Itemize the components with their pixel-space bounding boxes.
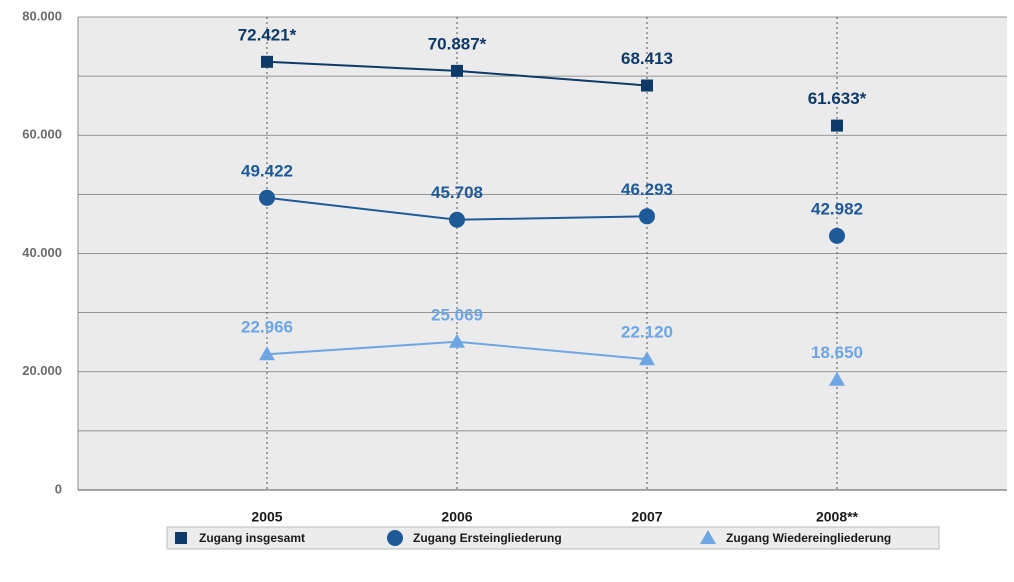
data-label: 68.413 (621, 49, 673, 68)
legend-label: Zugang insgesamt (199, 531, 305, 545)
data-point (639, 208, 655, 225)
legend (166, 526, 940, 550)
data-label: 45.708 (431, 183, 483, 202)
legend-marker (700, 530, 716, 544)
data-point (641, 79, 653, 92)
data-label: 70.887* (428, 34, 487, 53)
data-point (829, 371, 845, 386)
x-tick-label: 2007 (631, 509, 662, 525)
data-label: 49.422 (241, 161, 293, 180)
x-tick-label: 2008** (816, 509, 859, 525)
data-label: 46.293 (621, 180, 673, 199)
data-label: 72.421* (238, 25, 297, 44)
data-point (639, 351, 655, 366)
legend-marker (387, 530, 403, 546)
data-label: 42.982 (811, 199, 863, 218)
data-point (831, 119, 843, 132)
x-tick-label: 2006 (441, 509, 472, 525)
legend-marker (175, 532, 187, 544)
legend-label: Zugang Ersteingliederung (413, 531, 562, 545)
y-tick-label: 60.000 (22, 127, 62, 142)
data-point (261, 55, 273, 68)
data-point (259, 346, 275, 361)
data-point (829, 227, 845, 244)
y-tick-label: 80.000 (22, 8, 62, 23)
y-tick-label: 40.000 (22, 245, 62, 260)
legend-label: Zugang Wiedereingliederung (726, 531, 891, 545)
data-point (451, 64, 463, 77)
y-tick-label: 20.000 (22, 363, 62, 378)
data-label: 61.633* (808, 89, 867, 108)
data-label: 25.069 (431, 305, 483, 324)
data-label: 18.650 (811, 343, 863, 362)
y-tick-label: 0 (55, 481, 62, 496)
data-point (449, 333, 465, 348)
data-point (259, 189, 275, 206)
x-tick-label: 2005 (251, 509, 282, 525)
data-point (449, 211, 465, 228)
data-label: 22.966 (241, 318, 293, 337)
data-label: 22.120 (621, 323, 673, 342)
